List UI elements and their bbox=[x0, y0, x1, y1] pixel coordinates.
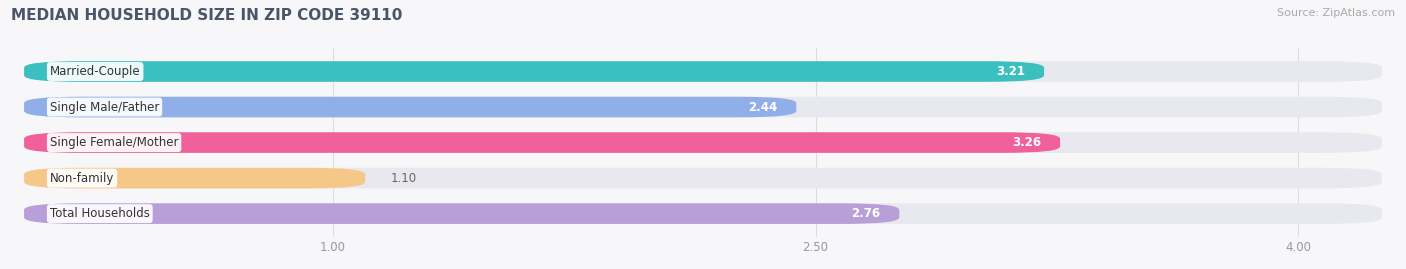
Text: Total Households: Total Households bbox=[49, 207, 149, 220]
FancyBboxPatch shape bbox=[24, 168, 366, 188]
Text: Married-Couple: Married-Couple bbox=[49, 65, 141, 78]
FancyBboxPatch shape bbox=[24, 203, 900, 224]
Text: 3.26: 3.26 bbox=[1012, 136, 1040, 149]
Text: 3.21: 3.21 bbox=[995, 65, 1025, 78]
Text: Source: ZipAtlas.com: Source: ZipAtlas.com bbox=[1277, 8, 1395, 18]
Text: MEDIAN HOUSEHOLD SIZE IN ZIP CODE 39110: MEDIAN HOUSEHOLD SIZE IN ZIP CODE 39110 bbox=[11, 8, 402, 23]
Text: 1.10: 1.10 bbox=[391, 172, 418, 185]
FancyBboxPatch shape bbox=[24, 168, 1382, 188]
FancyBboxPatch shape bbox=[24, 97, 796, 117]
Text: Single Female/Mother: Single Female/Mother bbox=[49, 136, 179, 149]
FancyBboxPatch shape bbox=[24, 97, 1382, 117]
FancyBboxPatch shape bbox=[24, 61, 1382, 82]
Text: Single Male/Father: Single Male/Father bbox=[49, 101, 159, 114]
Text: Non-family: Non-family bbox=[49, 172, 114, 185]
FancyBboxPatch shape bbox=[24, 132, 1060, 153]
FancyBboxPatch shape bbox=[24, 61, 1045, 82]
Text: 2.44: 2.44 bbox=[748, 101, 778, 114]
Text: 2.76: 2.76 bbox=[851, 207, 880, 220]
FancyBboxPatch shape bbox=[24, 203, 1382, 224]
FancyBboxPatch shape bbox=[24, 132, 1382, 153]
